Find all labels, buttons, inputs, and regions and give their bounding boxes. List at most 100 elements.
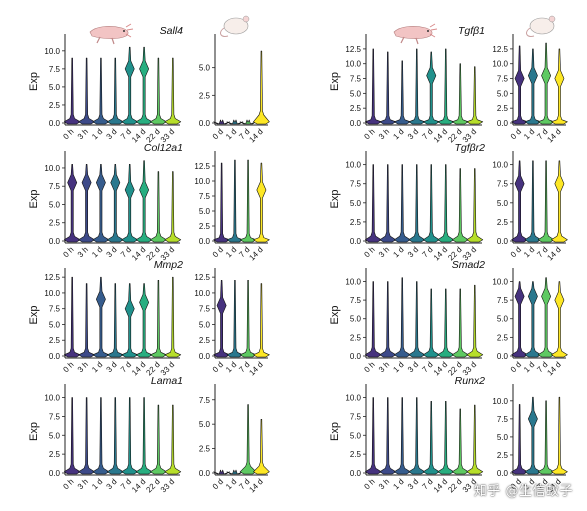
violin	[121, 46, 138, 125]
x-tick-label: 1 d	[90, 477, 104, 491]
y-tick-label: 12.5	[345, 45, 361, 54]
y-tick-label: 10.0	[492, 277, 508, 286]
violin	[63, 164, 81, 243]
x-tick-label: 0 h	[61, 360, 75, 374]
x-tick-label: 0 d	[211, 477, 225, 491]
x-tick-label: 1 d	[224, 127, 238, 141]
x-tick-label: 0 d	[509, 127, 523, 141]
x-tick-label: 0 h	[61, 127, 75, 141]
y-tick-label: 0.0	[497, 469, 509, 478]
violin	[135, 397, 153, 475]
y-axis-label: Exp	[28, 306, 40, 325]
violin	[365, 48, 382, 125]
violin	[92, 397, 110, 475]
violin	[253, 50, 270, 125]
y-tick-label: 0.0	[49, 352, 61, 361]
x-tick-label: 3 h	[377, 477, 391, 491]
x-tick-label: 0 h	[362, 360, 376, 374]
x-tick-label: 14 d	[247, 360, 264, 377]
y-tick-label: 0.0	[199, 469, 211, 478]
violin	[150, 280, 167, 358]
x-tick-label: 14 d	[432, 127, 449, 144]
x-tick-label: 3 d	[104, 360, 118, 374]
x-tick-label: 3 d	[406, 360, 420, 374]
y-tick-label: 10.0	[44, 47, 60, 56]
x-tick-label: 3 h	[377, 127, 391, 141]
violin	[164, 57, 182, 125]
violin	[164, 404, 182, 475]
y-tick-label: 2.5	[350, 450, 362, 459]
gene-title: Runx2	[455, 375, 486, 387]
y-tick-label: 7.5	[49, 305, 61, 314]
violin	[524, 160, 542, 243]
gene-title: Lama1	[151, 375, 183, 387]
x-tick-label: 3 h	[76, 245, 90, 259]
x-tick-label: 14 d	[130, 245, 147, 262]
violin	[537, 400, 555, 475]
y-tick-label: 2.5	[497, 104, 509, 113]
x-tick-label: 14 d	[247, 477, 264, 494]
y-tick-label: 5.0	[350, 315, 362, 324]
y-tick-label: 5.0	[199, 320, 211, 329]
x-tick-label: 0 h	[61, 245, 75, 259]
violin	[524, 48, 542, 125]
y-tick-label: 10.0	[44, 289, 60, 298]
x-tick-label: 0 d	[509, 360, 523, 374]
y-tick-label: 2.5	[497, 218, 509, 227]
y-tick-label: 10.0	[345, 60, 361, 69]
x-tick-label: 1 d	[522, 127, 536, 141]
y-axis-label: Exp	[329, 72, 341, 91]
violin	[511, 45, 528, 125]
y-tick-label: 0.0	[350, 119, 362, 128]
gene-title: Col12a1	[144, 142, 183, 154]
y-tick-label: 5.0	[199, 64, 211, 73]
x-tick-label: 22 d	[144, 477, 161, 494]
y-tick-label: 7.5	[350, 412, 362, 421]
violin	[551, 396, 568, 475]
violin	[408, 281, 426, 358]
x-tick-label: 0 h	[362, 127, 376, 141]
y-axis-label: Exp	[329, 190, 341, 209]
y-tick-label: 2.5	[199, 222, 211, 231]
violin	[135, 283, 153, 358]
x-tick-label: 1 d	[391, 127, 405, 141]
violin	[107, 397, 124, 475]
x-tick-label: 3 h	[76, 477, 90, 491]
y-tick-label: 0.0	[350, 237, 362, 246]
gene-title: Mmp2	[154, 259, 183, 271]
x-tick-label: 14 d	[545, 245, 562, 262]
violin	[452, 168, 469, 243]
y-tick-label: 2.5	[49, 450, 61, 459]
violin	[150, 57, 167, 125]
y-tick-label: 2.5	[497, 333, 509, 342]
violin	[379, 281, 397, 358]
violin	[394, 60, 411, 125]
x-tick-label: 1 d	[224, 477, 238, 491]
x-tick-label: 1 d	[224, 360, 238, 374]
violin	[437, 288, 455, 358]
y-tick-label: 10.0	[194, 289, 210, 298]
x-tick-label: 1 d	[90, 245, 104, 259]
y-tick-label: 7.5	[350, 296, 362, 305]
x-tick-label: 0 h	[61, 477, 75, 491]
violin	[213, 280, 230, 358]
y-tick-label: 10.0	[345, 161, 361, 170]
violin	[253, 162, 270, 243]
violin	[408, 48, 426, 125]
x-tick-label: 3 h	[76, 360, 90, 374]
y-tick-label: 10.0	[492, 161, 508, 170]
y-axis-label: Exp	[329, 422, 341, 441]
violin	[239, 404, 257, 475]
x-tick-label: 1 d	[391, 477, 405, 491]
y-tick-label: 10.0	[44, 164, 60, 173]
y-tick-label: 12.5	[492, 45, 508, 54]
x-tick-label: 14 d	[130, 477, 147, 494]
y-tick-label: 7.5	[49, 182, 61, 191]
y-tick-label: 5.0	[497, 199, 509, 208]
violin	[551, 281, 568, 358]
